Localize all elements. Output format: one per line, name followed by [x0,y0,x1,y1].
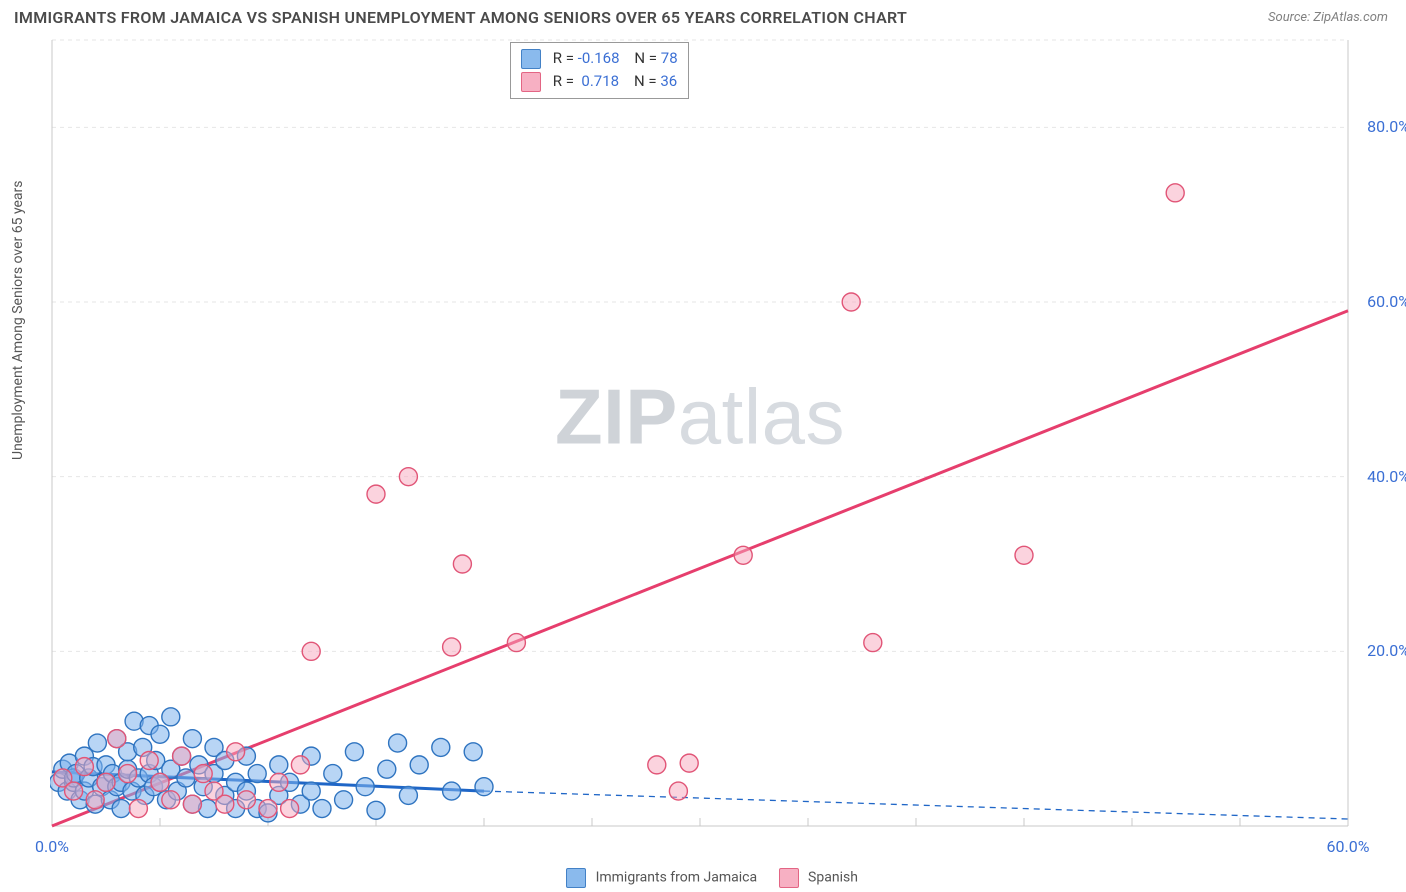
legend-label-pink: Spanish [808,870,858,886]
n-label: N = [634,49,657,67]
r-value-blue: -0.168 [578,49,620,67]
x-tick-label: 60.0% [1327,837,1370,856]
correlation-row-pink: R = 0.718 N = 36 [521,70,678,93]
y-tick-label: 60.0% [1367,292,1406,311]
r-value-pink: 0.718 [581,72,619,90]
bottom-legend: Immigrants from Jamaica Spanish [0,868,1406,888]
swatch-pink [779,868,799,888]
y-axis-label: Unemployment Among Seniors over 65 years [10,181,26,461]
plot-area: ZIPatlas R = -0.168 N = 78 R = 0.718 N =… [50,38,1350,828]
n-value-pink: 36 [660,72,677,90]
y-tick-label: 40.0% [1367,467,1406,486]
swatch-pink [521,72,541,92]
swatch-blue [566,868,586,888]
x-tick-label: 0.0% [35,837,69,856]
legend-label-blue: Immigrants from Jamaica [596,870,758,886]
swatch-blue [521,49,541,69]
r-label: R = [553,72,574,90]
correlation-row-blue: R = -0.168 N = 78 [521,47,678,70]
correlation-legend-box: R = -0.168 N = 78 R = 0.718 N = 36 [510,42,689,99]
y-tick-label: 20.0% [1367,641,1406,660]
scatter-plot-svg [50,38,1350,828]
source-attribution: Source: ZipAtlas.com [1268,10,1388,25]
n-label: N = [634,72,657,90]
y-tick-label: 80.0% [1367,117,1406,136]
r-label: R = [553,49,574,67]
n-value-blue: 78 [661,49,678,67]
chart-title: IMMIGRANTS FROM JAMAICA VS SPANISH UNEMP… [14,8,907,27]
